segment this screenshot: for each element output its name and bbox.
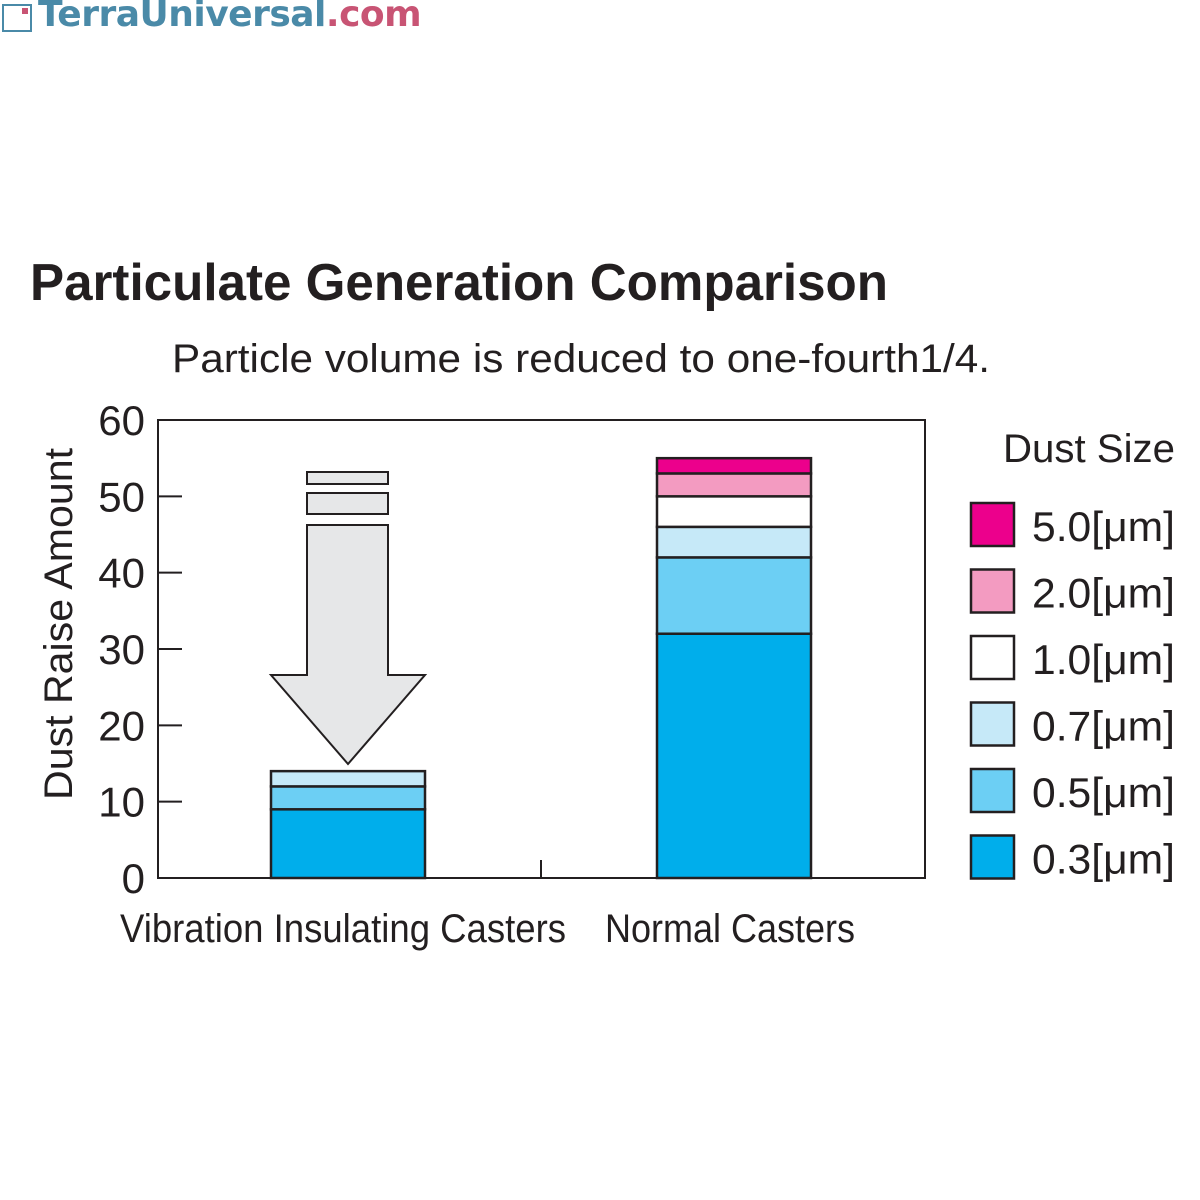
- chart-subtitle: Particle volume is reduced to one-fourth…: [172, 337, 990, 381]
- legend-label: 2.0[μm]: [1032, 570, 1175, 617]
- legend-swatch: [969, 634, 1016, 681]
- bar-segment-0.3-1: [655, 632, 813, 880]
- y-tick-label: 60: [98, 397, 145, 444]
- logo-brand: TerraUniversal: [38, 0, 326, 35]
- bar-segment-0.5-1: [655, 556, 813, 635]
- x-category-label: Vibration Insulating Casters: [120, 907, 566, 951]
- y-tick-label: 10: [98, 779, 145, 826]
- y-tick-label: 20: [98, 702, 145, 749]
- y-tick-label: 40: [98, 550, 145, 597]
- arrow-down-icon: [268, 524, 428, 766]
- legend-label: 0.5[μm]: [1032, 769, 1175, 816]
- bar-segment-0.7-0: [269, 769, 427, 788]
- legend-label: 1.0[μm]: [1032, 636, 1175, 683]
- bar-segment-2.0-1: [655, 472, 813, 498]
- logo-tld: .com: [325, 0, 422, 35]
- bar-segment-5.0-1: [655, 456, 813, 475]
- reduction-arrow: [268, 471, 428, 766]
- chart-title: Particulate Generation Comparison: [30, 254, 888, 312]
- bar-segment-1.0-1: [655, 495, 813, 529]
- legend-label: 0.3[μm]: [1032, 836, 1175, 883]
- y-tick-label: 50: [98, 473, 145, 520]
- legend-swatch: [969, 501, 1016, 548]
- legend-swatch: [969, 701, 1016, 747]
- bar-segment-0.5-0: [269, 785, 427, 811]
- x-category-label: Normal Casters: [605, 907, 855, 951]
- y-tick-label: 0: [122, 855, 145, 902]
- bar-segment-0.7-1: [655, 525, 813, 559]
- arrow-dash-top: [306, 471, 389, 485]
- arrow-dash-middle: [306, 492, 389, 515]
- y-axis-label: Dust Raise Amount: [37, 448, 81, 800]
- bar-segment-0.3-0: [269, 808, 427, 880]
- legend-swatch: [969, 834, 1016, 880]
- y-tick-label: 30: [98, 626, 145, 673]
- legend-title: Dust Size: [1003, 427, 1175, 471]
- legend-label: 0.7[μm]: [1032, 703, 1175, 750]
- terrauniversal-logo[interactable]: TerraUniversal .com: [2, 0, 422, 35]
- legend-label: 5.0[μm]: [1032, 503, 1175, 550]
- ti-logo-icon: [2, 3, 32, 32]
- legend-swatch: [969, 767, 1016, 814]
- legend-swatch: [969, 568, 1016, 614]
